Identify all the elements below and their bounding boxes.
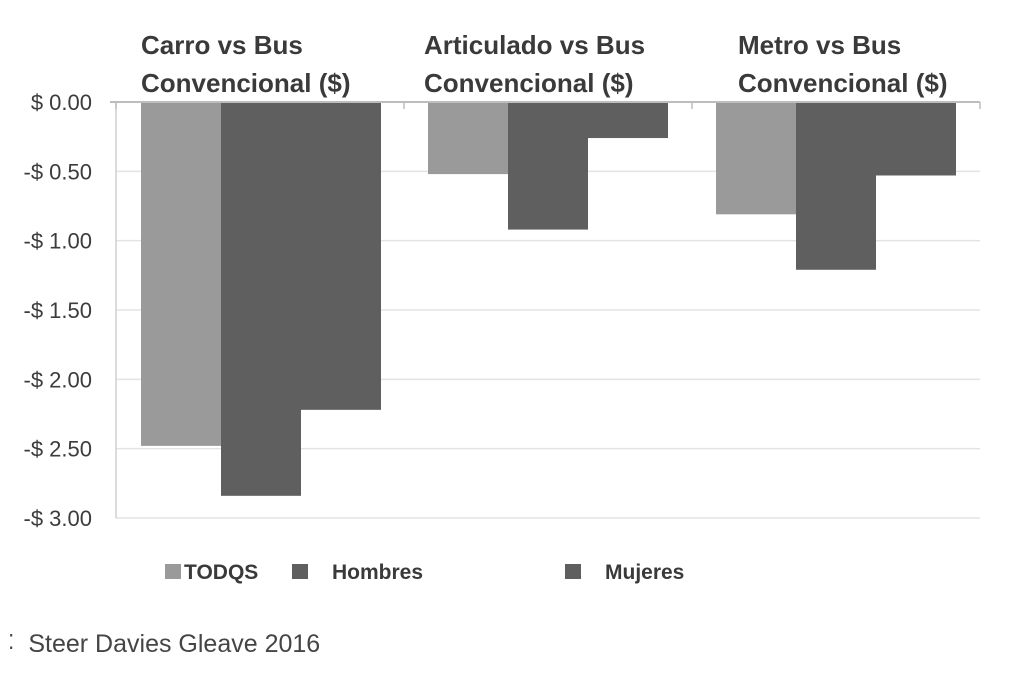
bar-mujeres	[876, 102, 956, 176]
bar-todqs	[716, 102, 796, 215]
y-tick-label: -$ 0.50	[24, 159, 93, 184]
bar-hombres	[796, 102, 876, 270]
legend-swatch-hombres	[292, 564, 308, 579]
y-tick-label: -$ 1.50	[24, 298, 93, 323]
bar-hombres	[508, 102, 588, 230]
category-label: Articulado vs Bus	[424, 30, 645, 60]
legend-swatch-mujeres	[565, 564, 581, 579]
legend-label-hombres: Hombres	[332, 561, 423, 584]
category-label: Convencional ($)	[738, 68, 947, 98]
category-label: Carro vs Bus	[141, 30, 303, 60]
legend-swatch-todqs	[165, 564, 181, 579]
y-tick-label: -$ 2.00	[24, 367, 93, 392]
bar-mujeres	[588, 102, 668, 139]
category-label: Metro vs Bus	[738, 30, 901, 60]
bar-todqs	[428, 102, 508, 175]
y-tick-label: -$ 3.00	[24, 506, 93, 531]
legend-label-todqs: TODQS	[184, 561, 258, 584]
y-tick-label: $ 0.00	[31, 90, 92, 115]
bar-mujeres	[301, 102, 381, 410]
footer-prefix: ⁚	[8, 632, 15, 654]
category-label: Convencional ($)	[424, 68, 633, 98]
source-text: Steer Davies Gleave 2016	[28, 630, 321, 658]
bar-todqs	[141, 102, 221, 446]
source-footer: ⁚ Steer Davies Gleave 2016	[8, 630, 320, 659]
bar-hombres	[221, 102, 301, 496]
y-tick-label: -$ 2.50	[24, 437, 93, 462]
legend-label-mujeres: Mujeres	[605, 561, 684, 584]
y-tick-label: -$ 1.00	[24, 229, 93, 254]
category-label: Convencional ($)	[141, 68, 350, 98]
